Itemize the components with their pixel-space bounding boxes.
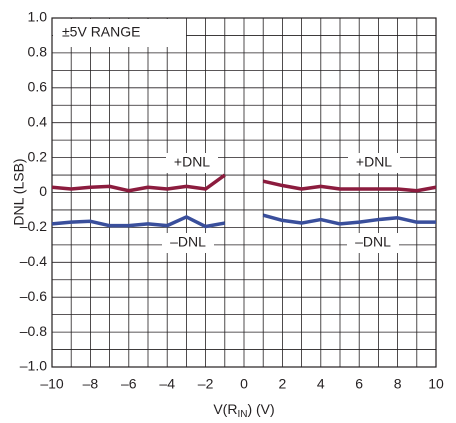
x-tick-label: 10 xyxy=(428,376,444,392)
data-line xyxy=(51,213,436,229)
y-tick-label: 0 xyxy=(39,183,47,199)
x-tick-label: –10 xyxy=(40,376,64,392)
y-tick-label: 0.8 xyxy=(28,44,48,60)
y-tick-label: –0.2 xyxy=(20,218,47,234)
annotation: –DNL xyxy=(355,234,391,250)
x-tick-label: 6 xyxy=(355,376,363,392)
y-tick-label: 0.2 xyxy=(28,148,48,164)
x-tick-label: 4 xyxy=(317,376,325,392)
y-axis-label: DNL (LSB) xyxy=(11,158,27,225)
x-tick-label: –4 xyxy=(159,376,175,392)
x-axis-label-part: V(R xyxy=(213,401,237,417)
annotation-box xyxy=(162,233,214,253)
y-tick-label: 0.6 xyxy=(28,79,48,95)
data-line xyxy=(51,173,437,193)
annotation-box xyxy=(53,19,186,47)
annotation: +DNL xyxy=(174,154,210,170)
annotation: –DNL xyxy=(170,234,206,250)
x-tick-label: 2 xyxy=(279,376,287,392)
x-tick-label: 0 xyxy=(240,376,248,392)
x-tick-label: –2 xyxy=(198,376,214,392)
annotation: +DNL xyxy=(356,154,392,170)
x-axis-label-part: ) (V) xyxy=(247,401,274,417)
annotation-box xyxy=(348,153,400,173)
annotation-box xyxy=(347,233,399,253)
x-tick-label: 8 xyxy=(394,376,402,392)
y-tick-label: –0.6 xyxy=(20,288,47,304)
y-tick-label: 0.4 xyxy=(28,113,48,129)
annotation-box xyxy=(166,153,218,173)
x-tick-label: –8 xyxy=(83,376,99,392)
x-axis-label: V(RIN) (V) xyxy=(213,401,274,420)
plot-frame xyxy=(51,17,437,368)
y-tick-label: –0.8 xyxy=(20,323,47,339)
y-tick-label: 1.0 xyxy=(28,9,48,25)
annotation: ±5V RANGE xyxy=(62,24,140,40)
x-axis-label-subscript: IN xyxy=(237,409,247,420)
y-tick-label: –0.4 xyxy=(20,253,47,269)
y-tick-label: –1.0 xyxy=(20,358,47,374)
x-tick-label: –6 xyxy=(121,376,137,392)
